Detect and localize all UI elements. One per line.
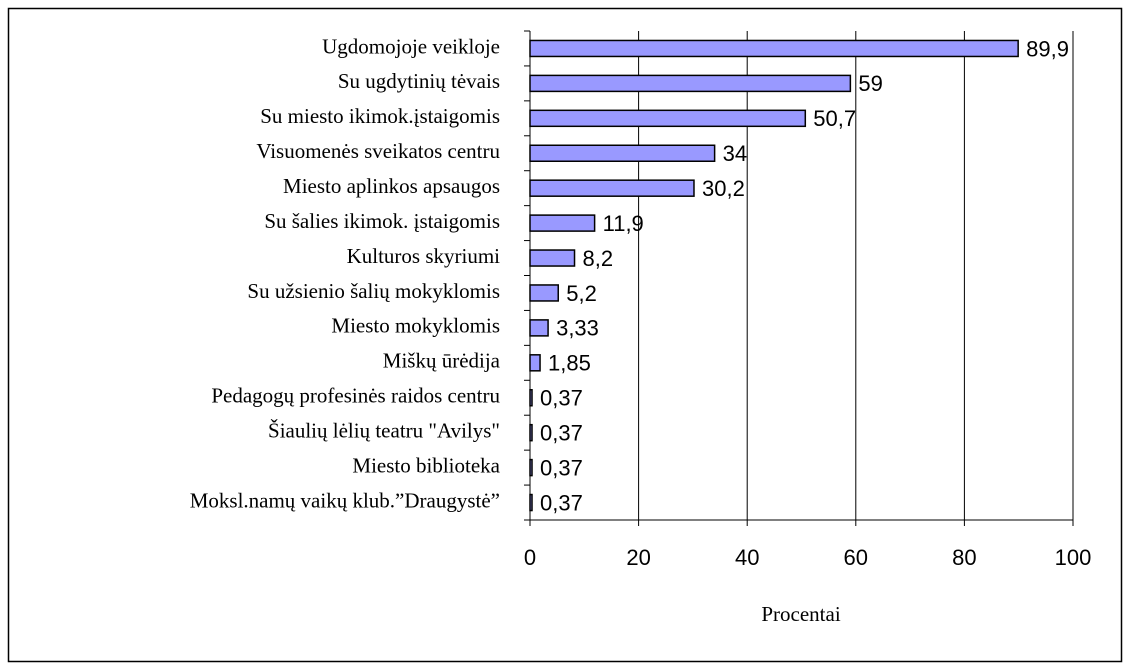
bar [529,249,576,267]
bar [529,74,852,93]
y-tick-label: Ugdomojoje veikloje [322,34,500,58]
value-label: 0,37 [540,490,583,515]
value-label: 0,37 [540,420,583,445]
y-tick-label: Pedagogų profesinės raidos centru [211,384,500,408]
x-tick-label: 60 [844,545,868,570]
bar [529,144,716,162]
y-tick-label: Su užsienio šalių mokyklomis [247,279,500,303]
value-label: 5,2 [566,281,597,306]
value-label: 50,7 [813,106,856,131]
bar [529,284,559,302]
value-label: 3,33 [556,316,599,341]
value-label: 34 [723,141,747,166]
y-tick-label: Šiaulių lėlių teatru "Avilys" [268,418,500,442]
y-tick-label: Visuomenės sveikatos centru [256,139,500,163]
x-tick-label: 20 [626,545,650,570]
bar [529,458,533,477]
bar [529,39,1019,58]
bar [529,423,533,442]
value-label: 59 [858,71,882,96]
y-tick-label: Miesto biblioteka [352,453,500,477]
bar [529,109,807,128]
bar [529,493,533,512]
y-tick-label: Su miesto ikimok.įstaigomis [260,104,500,128]
bar [529,389,533,407]
value-label: 11,9 [603,211,644,236]
x-tick-label: 100 [1055,545,1092,570]
y-tick-label: Kulturos skyriumi [347,244,501,268]
y-tick-label: Su ugdytinių tėvais [338,69,500,93]
x-tick-label: 0 [524,545,536,570]
value-label: 8,2 [583,246,614,271]
x-tick-label: 40 [735,545,759,570]
x-axis-title: Procentai [761,602,840,626]
value-label: 0,37 [540,386,583,411]
y-tick-label: Miesto mokyklomis [331,314,500,338]
x-tick-label: 80 [952,545,976,570]
y-tick-label: Su šalies ikimok. įstaigomis [264,209,500,233]
value-label: 89,9 [1026,36,1069,61]
value-label: 30,2 [702,176,745,201]
bar [529,354,541,372]
y-tick-label: Miesto aplinkos apsaugos [283,174,500,198]
value-label: 0,37 [540,455,583,480]
bar [529,319,549,337]
value-label: 1,85 [548,351,591,376]
y-tick-label: Miškų ūrėdija [383,349,501,373]
y-tick-label: Moksl.namų vaikų klub.”Draugystė” [190,488,500,512]
bar [529,179,695,197]
bar [529,214,596,232]
